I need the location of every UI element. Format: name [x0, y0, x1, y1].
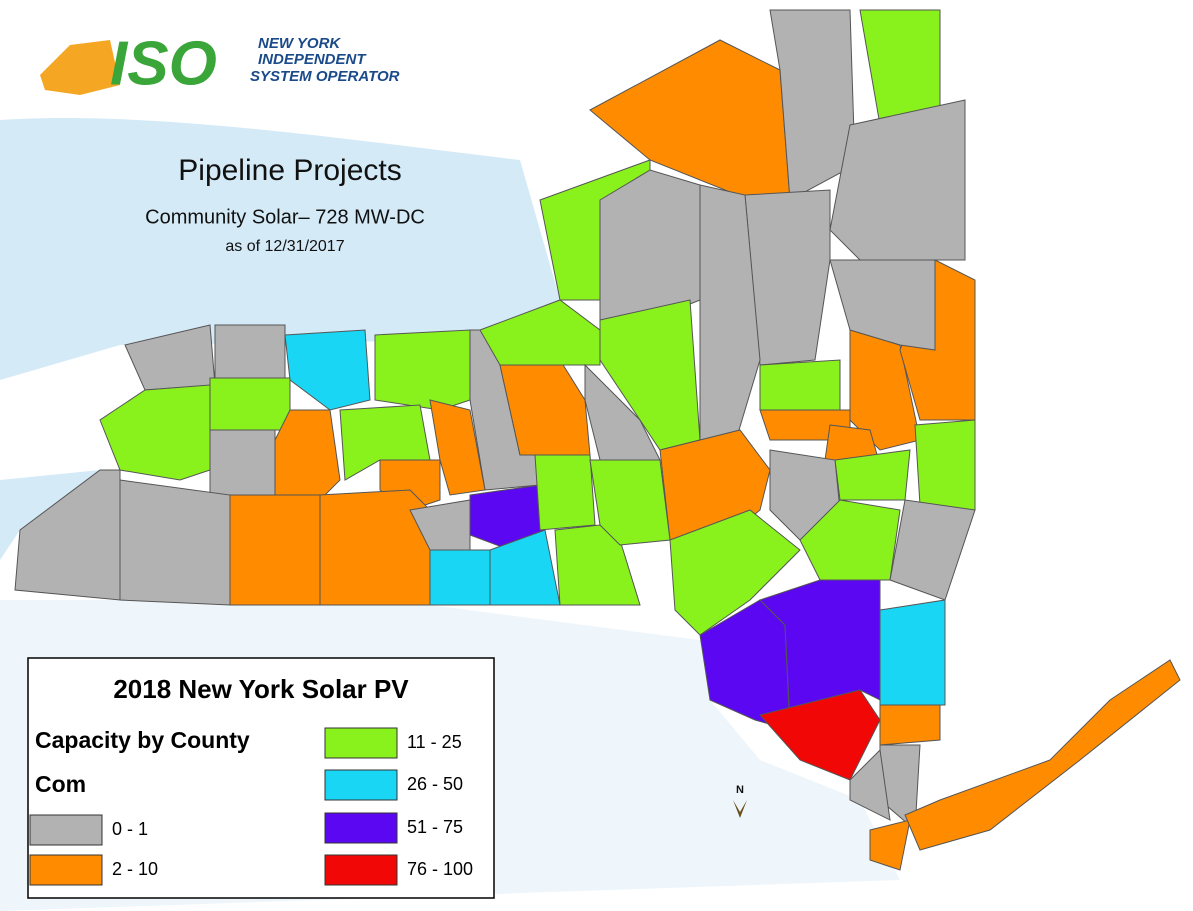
logo-line: SYSTEM OPERATOR: [250, 68, 400, 85]
county: [914, 419, 976, 511]
legend-swatch: [324, 854, 398, 886]
legend-swatch: [29, 854, 103, 886]
legend-label: 0 - 1: [112, 819, 148, 839]
county: [669, 509, 801, 636]
legend-label: 76 - 100: [407, 859, 473, 879]
county: [274, 409, 341, 496]
county: [229, 494, 321, 606]
county: [284, 329, 371, 411]
county: [759, 689, 881, 781]
county: [119, 479, 231, 606]
north-arrow-icon: [733, 800, 747, 818]
county: [879, 704, 941, 746]
legend-label: 51 - 75: [407, 817, 463, 837]
legend-title: 2018 New York Solar PV: [113, 674, 409, 704]
lake-ontario: [0, 118, 560, 380]
logo-line: NEW YORK: [258, 35, 341, 52]
legend-swatch: [29, 814, 103, 846]
subtitle: Community Solar– 728 MW-DC: [145, 206, 425, 228]
county: [429, 399, 486, 496]
county: [534, 454, 596, 531]
legend-label: 11 - 25: [407, 732, 462, 752]
county: [904, 659, 1181, 851]
logo: ISO NEW YORK INDEPENDENT SYSTEM OPERATOR: [40, 29, 400, 98]
legend-label: 26 - 50: [407, 774, 463, 794]
county: [589, 459, 671, 546]
legend-swatch: [324, 769, 398, 801]
date: as of 12/31/2017: [225, 238, 344, 255]
county: [759, 359, 841, 411]
lake-erie: [0, 470, 100, 560]
legend-label: 2 - 10: [112, 859, 158, 879]
logo-line: INDEPENDENT: [258, 51, 367, 68]
county: [849, 748, 891, 821]
county: [869, 819, 911, 871]
legend-box: [27, 657, 495, 899]
legend-heading: Capacity by County: [35, 727, 250, 753]
county: [799, 499, 901, 581]
county: [374, 329, 471, 411]
title: Pipeline Projects: [178, 154, 401, 187]
logo-state-shape: [40, 40, 120, 95]
north-arrow: N: [736, 784, 744, 796]
county: [214, 324, 286, 386]
county: [769, 9, 856, 201]
county: [759, 579, 881, 726]
legend: 2018 New York Solar PV Capacity by Count…: [27, 657, 495, 899]
legend-layer: Com: [35, 771, 86, 797]
county: [209, 429, 276, 496]
county: [554, 524, 641, 606]
county: [429, 549, 491, 606]
legend-swatch: [324, 812, 398, 844]
legend-swatch: [324, 727, 398, 759]
logo-mark: ISO: [110, 29, 217, 98]
county: [209, 377, 291, 431]
county: [829, 259, 936, 351]
counties: [14, 9, 1181, 871]
county: [879, 599, 946, 706]
county: [699, 184, 761, 461]
county: [599, 169, 701, 321]
county: [319, 489, 431, 606]
